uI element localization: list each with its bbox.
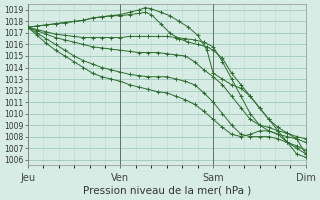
X-axis label: Pression niveau de la mer( hPa ): Pression niveau de la mer( hPa ) — [83, 186, 251, 196]
